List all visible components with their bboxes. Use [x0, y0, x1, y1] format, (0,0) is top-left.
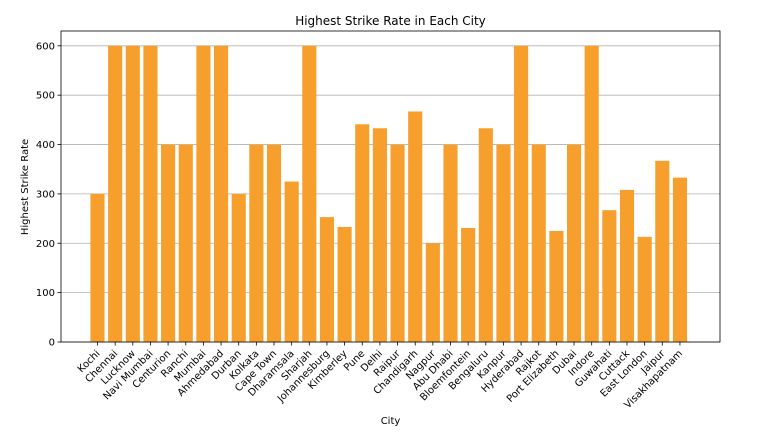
y-tick-label: 100	[36, 288, 55, 299]
plot-frame	[60, 30, 721, 343]
y-tick-label: 400	[36, 140, 55, 151]
bar	[425, 243, 440, 342]
y-tick-label: 200	[36, 239, 55, 250]
bars	[90, 45, 688, 343]
y-tick-label: 300	[36, 189, 55, 200]
bar	[602, 210, 617, 342]
bar	[266, 144, 282, 342]
bar	[284, 181, 299, 342]
bar	[496, 144, 511, 342]
bar	[143, 45, 158, 343]
bar	[231, 193, 246, 342]
bar	[531, 144, 546, 342]
bar	[408, 111, 423, 342]
y-axis-ticks: 0 100 200 300 400 500 600	[36, 41, 61, 349]
bar	[108, 45, 123, 343]
bar	[549, 230, 564, 342]
bar	[319, 217, 335, 342]
bar	[90, 193, 105, 342]
bar	[355, 124, 370, 342]
bar	[337, 226, 352, 342]
bar	[637, 236, 652, 342]
y-tick-label: 500	[36, 91, 55, 102]
bar	[178, 144, 193, 342]
bar	[302, 45, 317, 343]
y-tick-label: 0	[49, 338, 55, 349]
bar	[372, 128, 387, 342]
bar	[478, 128, 493, 342]
bar	[514, 45, 529, 343]
bar	[672, 177, 688, 342]
bar	[125, 45, 140, 343]
bar	[213, 45, 229, 343]
y-axis-label: Highest Strike Rate	[20, 139, 31, 235]
bar	[390, 144, 405, 342]
y-tick-label: 600	[36, 41, 55, 52]
chart-title: Highest Strike Rate in Each City	[295, 14, 486, 28]
bar	[655, 160, 670, 342]
bar	[196, 45, 211, 343]
bar	[249, 144, 264, 342]
bar	[584, 45, 599, 343]
x-axis-label: City	[381, 416, 401, 427]
bar	[443, 144, 458, 342]
bar	[566, 144, 582, 342]
bar	[461, 227, 476, 342]
bar	[161, 144, 176, 342]
bar	[619, 189, 635, 342]
